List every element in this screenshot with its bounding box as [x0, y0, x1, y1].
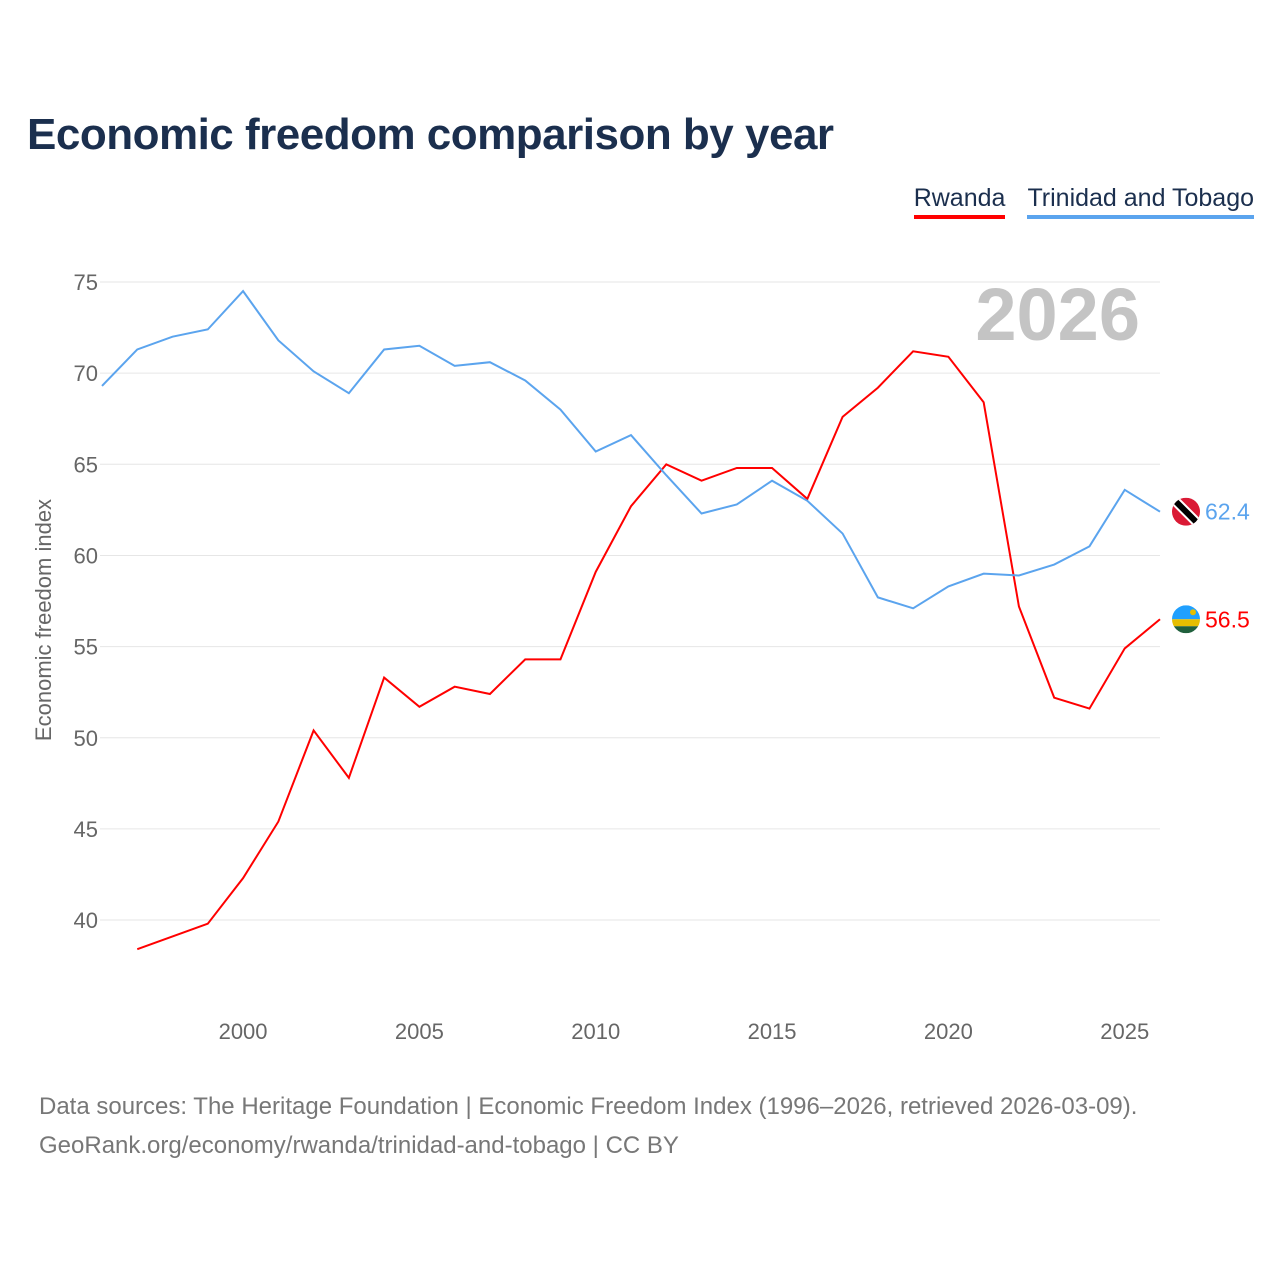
data-point	[240, 288, 246, 294]
data-point	[875, 594, 881, 600]
end-value-label: 62.4	[1205, 499, 1250, 525]
data-point	[981, 399, 987, 405]
y-tick-label: 50	[74, 726, 98, 751]
year-label: 2026	[975, 273, 1140, 356]
data-point	[1122, 645, 1128, 651]
data-point	[910, 605, 916, 611]
data-point	[557, 656, 563, 662]
source-link[interactable]: GeoRank.org/economy/rwanda/trinidad-and-…	[39, 1132, 679, 1159]
data-point	[99, 383, 105, 389]
data-point	[804, 498, 810, 504]
chart-title: Economic freedom comparison by year	[27, 110, 834, 159]
data-point	[311, 727, 317, 733]
data-point	[452, 363, 458, 369]
data-point	[416, 343, 422, 349]
data-point	[769, 465, 775, 471]
data-point	[487, 691, 493, 697]
data-point	[875, 385, 881, 391]
source-text: Data sources: The Heritage Foundation | …	[39, 1093, 1138, 1120]
data-point	[734, 465, 740, 471]
data-point	[840, 531, 846, 537]
data-point	[275, 337, 281, 343]
data-point	[557, 407, 563, 413]
x-tick-label: 2010	[571, 1019, 620, 1044]
data-point	[628, 503, 634, 509]
data-point	[346, 775, 352, 781]
y-tick-label: 40	[74, 908, 98, 933]
data-point	[593, 569, 599, 575]
trinidad-flag-icon	[1172, 497, 1200, 526]
data-point	[699, 478, 705, 484]
y-tick-label: 45	[74, 817, 98, 842]
x-tick-label: 2000	[219, 1019, 268, 1044]
data-point	[1051, 695, 1057, 701]
data-point	[1016, 573, 1022, 579]
end-value-label: 56.5	[1205, 606, 1250, 632]
data-point	[981, 571, 987, 577]
data-point	[170, 933, 176, 939]
y-tick-label: 70	[74, 361, 98, 386]
data-point	[205, 326, 211, 332]
legend-item-trinidad-and-tobago[interactable]: Trinidad and Tobago	[1027, 184, 1254, 219]
data-point	[1086, 706, 1092, 712]
data-point	[734, 501, 740, 507]
data-point	[416, 704, 422, 710]
data-point	[134, 346, 140, 352]
y-tick-label: 75	[74, 270, 98, 295]
legend-item-rwanda[interactable]: Rwanda	[913, 184, 1006, 219]
data-point	[522, 656, 528, 662]
series-line-trinidad-and-tobago	[101, 289, 1161, 610]
y-tick-label: 60	[74, 543, 98, 568]
data-point	[522, 377, 528, 383]
data-point	[593, 449, 599, 455]
y-tick-label: 55	[74, 635, 98, 660]
data-point	[769, 478, 775, 484]
data-point	[1157, 616, 1163, 622]
footer: Data sources: The Heritage Foundation | …	[39, 1087, 1137, 1165]
data-point	[170, 334, 176, 340]
data-point	[699, 511, 705, 517]
data-point	[945, 583, 951, 589]
data-point	[452, 684, 458, 690]
legend: Rwanda Trinidad and Tobago	[913, 184, 1254, 219]
data-point	[1016, 603, 1022, 609]
data-point	[311, 368, 317, 374]
x-tick-label: 2025	[1100, 1019, 1149, 1044]
data-point	[910, 348, 916, 354]
data-point	[205, 921, 211, 927]
data-point	[1157, 509, 1163, 515]
data-point	[663, 461, 669, 467]
x-tick-label: 2020	[924, 1019, 973, 1044]
data-point	[240, 875, 246, 881]
rwanda-flag-icon	[1172, 605, 1200, 634]
x-tick-label: 2015	[748, 1019, 797, 1044]
series-line-rwanda	[136, 350, 1161, 951]
data-point	[134, 946, 140, 952]
data-point	[840, 414, 846, 420]
data-point	[381, 675, 387, 681]
data-point	[381, 346, 387, 352]
data-point	[346, 390, 352, 396]
data-point	[275, 819, 281, 825]
y-tick-label: 65	[74, 452, 98, 477]
data-point	[1051, 562, 1057, 568]
x-tick-label: 2005	[395, 1019, 444, 1044]
data-point	[487, 359, 493, 365]
data-point	[663, 472, 669, 478]
data-point	[1122, 487, 1128, 493]
y-axis-label: Economic freedom index	[31, 499, 56, 741]
data-point	[1086, 543, 1092, 549]
data-point	[628, 432, 634, 438]
data-point	[945, 354, 951, 360]
